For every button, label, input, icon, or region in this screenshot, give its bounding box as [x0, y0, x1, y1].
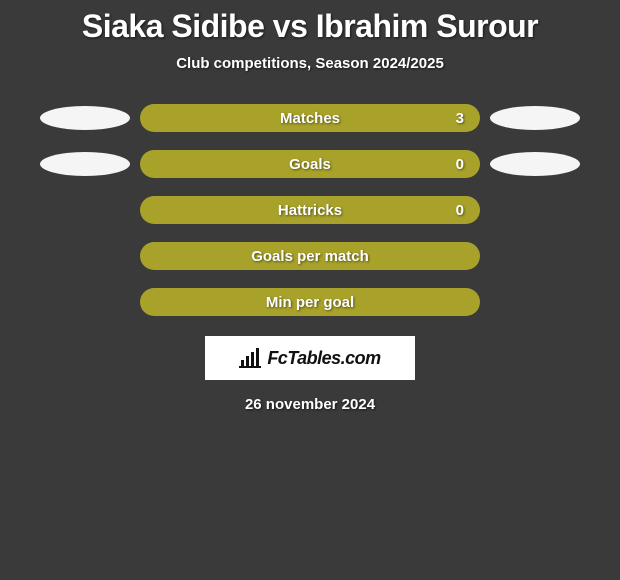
subtitle: Club competitions, Season 2024/2025 — [176, 55, 444, 72]
left-marker — [40, 152, 130, 176]
stat-label: Matches — [280, 110, 340, 127]
bar-chart-icon — [239, 348, 261, 368]
page-title: Siaka Sidibe vs Ibrahim Surour — [82, 8, 538, 45]
stat-bar: Goals per match — [140, 242, 480, 270]
stat-label: Min per goal — [266, 294, 354, 311]
stat-value: 3 — [456, 110, 464, 127]
stat-rows: Matches 3 Goals 0 Hattricks 0 Goals — [0, 104, 620, 316]
stat-row: Goals per match — [0, 242, 620, 270]
stat-bar: Goals 0 — [140, 150, 480, 178]
stat-row: Min per goal — [0, 288, 620, 316]
left-marker — [40, 106, 130, 130]
stat-row: Matches 3 — [0, 104, 620, 132]
stat-value: 0 — [456, 202, 464, 219]
stat-bar: Min per goal — [140, 288, 480, 316]
date-text: 26 november 2024 — [245, 396, 375, 413]
logo-text: FcTables.com — [267, 348, 380, 369]
stat-label: Goals per match — [251, 248, 369, 265]
right-marker — [490, 152, 580, 176]
right-marker — [490, 106, 580, 130]
stat-label: Hattricks — [278, 202, 342, 219]
stat-label: Goals — [289, 156, 331, 173]
stat-bar: Matches 3 — [140, 104, 480, 132]
stat-value: 0 — [456, 156, 464, 173]
stat-row: Hattricks 0 — [0, 196, 620, 224]
stat-bar: Hattricks 0 — [140, 196, 480, 224]
comparison-card: Siaka Sidibe vs Ibrahim Surour Club comp… — [0, 0, 620, 413]
stat-row: Goals 0 — [0, 150, 620, 178]
source-logo: FcTables.com — [205, 336, 415, 380]
